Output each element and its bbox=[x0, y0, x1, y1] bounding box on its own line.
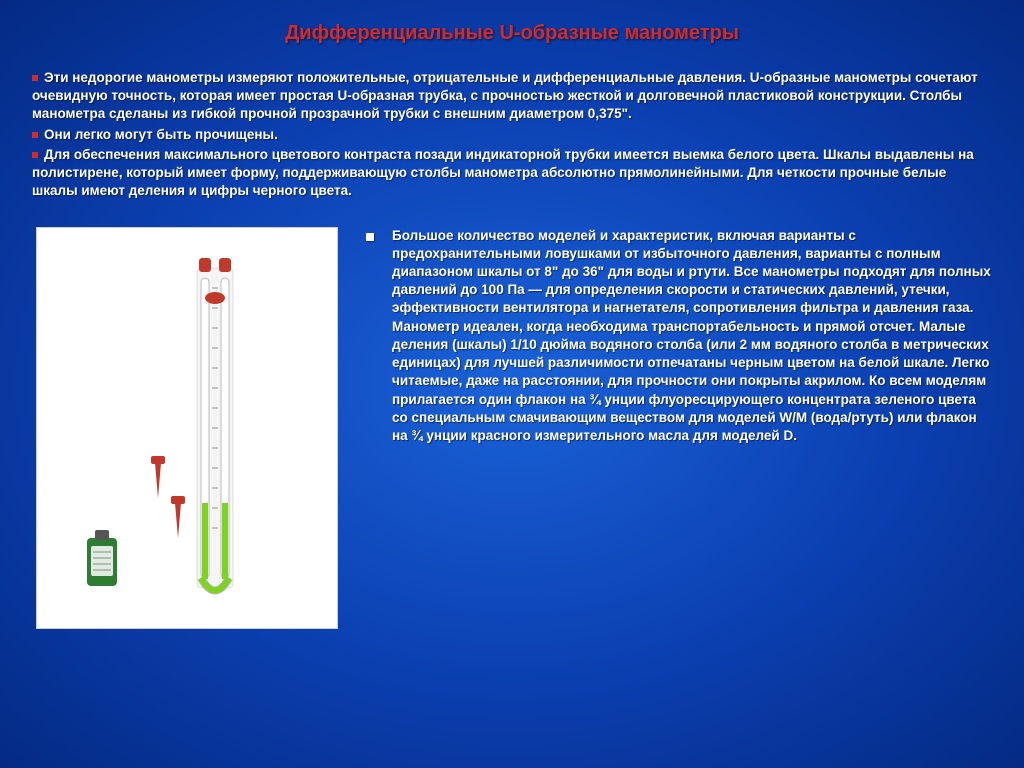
square-bullet-icon bbox=[32, 132, 38, 138]
slide: Дифференциальные U-образные манометры Эт… bbox=[0, 0, 1024, 768]
top-bullet-list: Эти недорогие манометры измеряют положит… bbox=[32, 69, 992, 201]
lower-section: Большое количество моделей и характерист… bbox=[32, 227, 992, 629]
paragraph-text: Большое количество моделей и характерист… bbox=[392, 227, 992, 446]
right-column: Большое количество моделей и характерист… bbox=[366, 227, 992, 446]
square-bullet-icon bbox=[366, 233, 374, 241]
bullet-text: Эти недорогие манометры измеряют положит… bbox=[32, 70, 978, 121]
square-bullet-icon bbox=[32, 152, 38, 158]
list-item: Эти недорогие манометры измеряют положит… bbox=[32, 69, 992, 124]
slide-title: Дифференциальные U-образные манометры bbox=[32, 22, 992, 45]
list-item: Для обеспечения максимального цветового … bbox=[32, 146, 992, 201]
bullet-text: Они легко могут быть прочищены. bbox=[44, 127, 278, 142]
square-bullet-icon bbox=[32, 75, 38, 81]
bullet-text: Для обеспечения максимального цветового … bbox=[32, 147, 974, 198]
list-item: Они легко могут быть прочищены. bbox=[32, 126, 992, 144]
product-image bbox=[36, 227, 338, 629]
manometer-illustration-icon bbox=[47, 238, 327, 618]
